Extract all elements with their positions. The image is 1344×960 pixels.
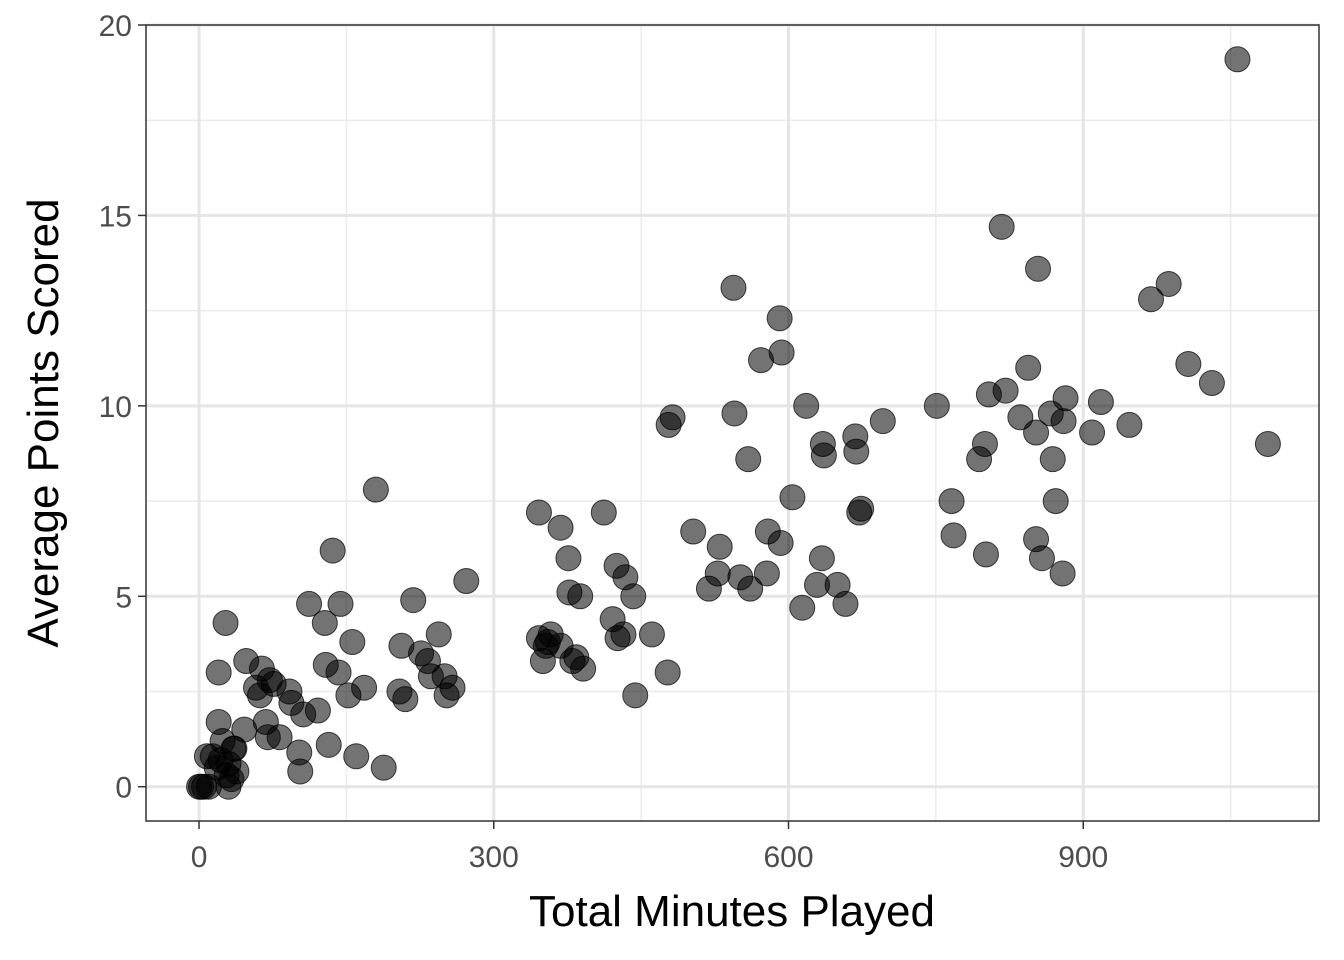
x-tick-label: 300 [469, 841, 519, 874]
data-point [680, 518, 707, 545]
data-point [1039, 446, 1066, 473]
data-point [1175, 350, 1202, 377]
data-point [753, 560, 780, 587]
data-point [351, 674, 378, 701]
data-point [988, 213, 1015, 240]
data-point [439, 674, 466, 701]
data-point [735, 446, 762, 473]
data-point [706, 533, 733, 560]
data-point [1007, 404, 1034, 431]
data-point [779, 484, 806, 511]
x-tick-label: 600 [763, 841, 813, 874]
data-point [319, 537, 346, 564]
data-point [1015, 354, 1042, 381]
data-point [547, 514, 574, 541]
data-point [400, 587, 427, 614]
y-tick-label: 5 [115, 581, 132, 614]
data-point [1023, 419, 1050, 446]
data-point [555, 545, 582, 572]
data-point [212, 609, 239, 636]
y-axis-title: Average Points Scored [19, 198, 68, 647]
y-tick-label: 15 [99, 200, 132, 233]
data-point [570, 655, 597, 682]
data-point [810, 442, 837, 469]
data-point [525, 499, 552, 526]
data-point [205, 659, 232, 686]
data-point [327, 590, 354, 617]
data-point [1138, 286, 1165, 313]
x-axis-ticks: 0 300 600 900 [191, 821, 1108, 874]
data-point [832, 590, 859, 617]
data-point [370, 754, 397, 781]
data-point [638, 621, 665, 648]
data-point [1155, 270, 1182, 297]
data-point [392, 686, 419, 713]
data-point [704, 560, 731, 587]
data-point [971, 430, 998, 457]
data-point [654, 659, 681, 686]
data-point [610, 621, 637, 648]
data-point [720, 274, 747, 301]
data-point [1116, 411, 1143, 438]
data-point [304, 697, 331, 724]
data-point [659, 404, 686, 431]
panel-border [145, 24, 1320, 822]
data-point [992, 377, 1019, 404]
data-points [186, 46, 1281, 800]
data-point [339, 628, 366, 655]
data-point [311, 609, 338, 636]
y-tick-label: 10 [99, 391, 132, 424]
data-point [1079, 419, 1106, 446]
data-point [266, 724, 293, 751]
data-point [766, 305, 793, 332]
data-point [768, 339, 795, 366]
data-point [223, 758, 250, 785]
data-point [938, 488, 965, 515]
data-point [808, 545, 835, 572]
data-point [362, 476, 389, 503]
data-point [1052, 385, 1079, 412]
x-tick-label: 0 [191, 841, 208, 874]
data-point [972, 541, 999, 568]
data-point [343, 743, 370, 770]
data-point [1224, 46, 1251, 73]
data-point [622, 682, 649, 709]
data-point [940, 522, 967, 549]
data-point [869, 408, 896, 435]
data-point [1087, 389, 1114, 416]
data-point [590, 499, 617, 526]
data-point [1028, 545, 1055, 572]
data-point [567, 583, 594, 610]
data-point [1198, 370, 1225, 397]
data-point [620, 583, 647, 610]
data-point [315, 731, 342, 758]
data-point [737, 575, 764, 602]
data-point [767, 529, 794, 556]
data-point [848, 495, 875, 522]
data-point [789, 594, 816, 621]
x-tick-label: 900 [1058, 841, 1108, 874]
y-axis-ticks: 0 5 10 15 20 [99, 10, 146, 805]
data-point [296, 590, 323, 617]
x-axis-title: Total Minutes Played [529, 887, 935, 936]
data-point [1049, 560, 1076, 587]
data-point [287, 758, 314, 785]
data-point [453, 568, 480, 595]
data-point [425, 621, 452, 648]
y-tick-label: 0 [115, 772, 132, 805]
data-point [843, 438, 870, 465]
data-point [1042, 488, 1069, 515]
data-point [325, 659, 352, 686]
y-tick-label: 20 [99, 10, 132, 43]
data-point [923, 392, 950, 419]
data-point [1025, 255, 1052, 282]
data-point [1254, 430, 1281, 457]
data-point [793, 392, 820, 419]
data-point [1050, 408, 1077, 435]
data-point [721, 400, 748, 427]
